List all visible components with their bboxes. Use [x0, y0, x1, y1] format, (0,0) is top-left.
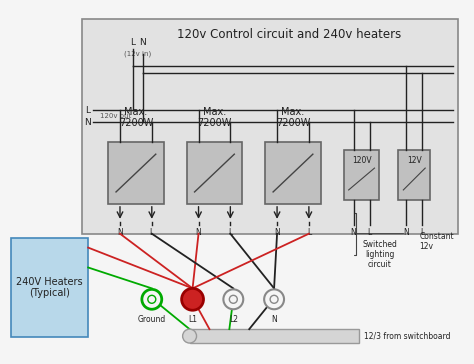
Circle shape — [229, 295, 237, 303]
Circle shape — [142, 289, 162, 309]
Circle shape — [270, 295, 278, 303]
Text: Ground: Ground — [137, 315, 166, 324]
Bar — [398, 150, 430, 200]
Text: 120v Control circuit and 240v heaters: 120v Control circuit and 240v heaters — [177, 28, 401, 41]
Bar — [10, 238, 88, 337]
Text: L: L — [367, 228, 372, 237]
Bar — [265, 142, 321, 204]
Circle shape — [264, 289, 284, 309]
Text: (12v in): (12v in) — [124, 51, 152, 57]
Bar — [187, 142, 242, 204]
Text: N: N — [139, 38, 146, 47]
Text: N: N — [271, 315, 277, 324]
Text: N: N — [117, 228, 123, 237]
Text: N: N — [196, 228, 201, 237]
Text: L: L — [228, 228, 232, 237]
Bar — [108, 142, 164, 204]
Text: N: N — [351, 228, 356, 237]
Text: Max.
7200W: Max. 7200W — [197, 107, 232, 128]
Text: L1: L1 — [188, 315, 197, 324]
Circle shape — [182, 288, 203, 310]
Bar — [190, 329, 359, 343]
Text: 240V Heaters
(Typical): 240V Heaters (Typical) — [16, 277, 83, 298]
Circle shape — [148, 295, 156, 303]
Text: N: N — [403, 228, 409, 237]
Text: Max.
7200W: Max. 7200W — [118, 107, 153, 128]
Text: 120V: 120V — [352, 156, 372, 165]
Text: N: N — [274, 228, 280, 237]
Text: L2: L2 — [229, 315, 238, 324]
Text: L: L — [85, 106, 90, 115]
Circle shape — [223, 289, 243, 309]
Bar — [82, 19, 458, 234]
Text: Max.
7200W: Max. 7200W — [276, 107, 310, 128]
Text: L: L — [307, 228, 311, 237]
Text: L: L — [130, 38, 136, 47]
Text: 12V: 12V — [407, 156, 422, 165]
Text: N: N — [84, 118, 91, 127]
Text: Constant
12v: Constant 12v — [419, 232, 454, 251]
Text: Switched
lighting
circuit: Switched lighting circuit — [363, 240, 397, 269]
Text: L: L — [420, 228, 424, 237]
Bar — [344, 150, 380, 200]
Text: L: L — [150, 228, 154, 237]
Text: 120v out: 120v out — [100, 114, 131, 119]
Text: 12/3 from switchboard: 12/3 from switchboard — [364, 332, 450, 341]
Circle shape — [182, 329, 197, 343]
